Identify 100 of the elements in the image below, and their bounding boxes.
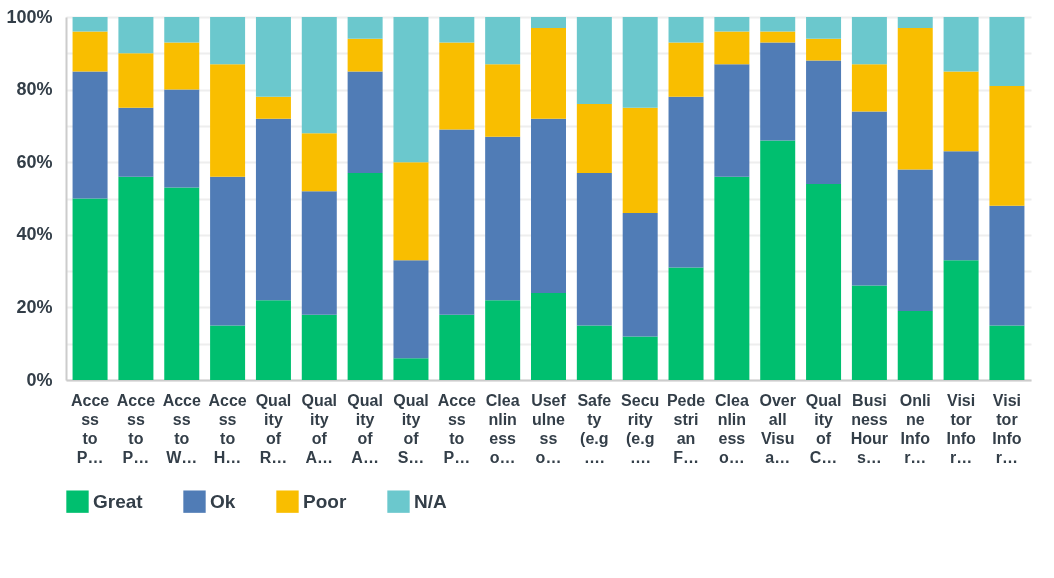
bar [118,53,154,108]
bar [989,205,1025,326]
bar [485,64,521,137]
y-tick-label: 100% [6,6,53,27]
bar [210,176,246,326]
bar [164,42,200,90]
x-tick-label: Secu rity (e.g …. [621,391,660,466]
x-tick-label: Qual ity of A… [301,391,338,466]
bar [668,96,704,268]
bar [622,17,658,108]
bar [760,140,796,380]
bar [714,176,750,380]
bar [806,60,842,184]
bar [760,17,796,32]
x-tick-label: Qual ity of A… [347,391,383,466]
bar [668,267,704,380]
y-tick-label: 20% [16,296,53,317]
legend-label: Ok [210,490,236,512]
bar [72,31,108,72]
bar [531,27,566,119]
bar [439,42,475,130]
x-tick-label: Clea nlin ess o… [485,391,520,466]
bar [393,260,429,359]
bar [301,133,337,192]
x-tick-label: Clea nlin ess o… [714,391,749,466]
bar [393,17,429,163]
bar [255,17,291,97]
bar [943,17,979,72]
x-tick-label: Over all Visu a… [759,391,796,466]
x-tick-label: Usef ulne ss o… [531,391,567,466]
x-tick-label: Acce ss to P… [116,391,156,466]
bar [897,27,933,170]
bar [439,129,475,315]
bar [301,17,337,134]
y-tick-label: 80% [16,79,53,100]
bar [531,292,566,380]
x-tick-label: Qual ity of S… [393,391,429,466]
bar [576,17,612,105]
bar [851,285,887,380]
bar [347,71,383,174]
bar [668,17,704,43]
bar [347,17,383,39]
bar [989,325,1025,380]
bar [943,151,979,261]
bar [576,173,612,326]
x-tick-label: Qual ity of R… [255,391,292,466]
bar [164,187,200,380]
bar [622,213,658,337]
bar [714,64,750,177]
y-tick-label: 60% [16,151,53,172]
bar [118,17,154,54]
bar [72,17,108,32]
y-tick-label: 0% [26,369,53,390]
x-tick-label: Safe ty (e.g …. [577,391,612,466]
bar [714,17,750,32]
bar [485,17,521,65]
x-tick-label: Qual ity of C… [805,391,842,466]
bar [897,169,933,312]
y-tick-label: 40% [16,224,53,245]
bar [255,300,291,380]
bar [301,191,337,315]
x-tick-label: Acce ss to P… [70,391,110,466]
bar [393,358,429,380]
bar [760,42,796,141]
bar [255,96,291,119]
bar [851,111,887,286]
x-tick-label: Visi tor Info r… [946,391,976,466]
bar [531,17,566,28]
bar [760,31,796,43]
bar [897,311,933,380]
x-tick-label: Visi tor Info r… [992,391,1022,466]
bar [210,64,246,177]
bar [72,71,108,199]
x-tick-label: Onli ne Info r… [899,391,931,466]
bar [851,64,887,112]
bar [439,17,475,43]
bar [576,325,612,380]
bar [439,314,475,380]
bar [118,107,154,177]
bar [255,118,291,301]
legend-label: Poor [303,490,347,512]
bar [347,38,383,72]
bar [714,31,750,65]
bar [210,325,246,380]
bar [806,38,842,61]
x-tick-label: Acce ss to H… [208,391,247,466]
bar [943,71,979,152]
bar [622,336,658,380]
bar [485,136,521,301]
legend-label: N/A [414,490,447,512]
bar [668,42,704,97]
bar [72,198,108,380]
x-tick-label: Acce ss to W… [162,391,201,466]
x-tick-label: Acce ss to P… [437,391,477,466]
x-tick-label: Busi ness Hour s… [850,391,889,466]
x-tick-label: Pede stri an F… [666,391,706,466]
bar [622,107,658,214]
bar [806,183,842,380]
bar [210,17,246,65]
bar [897,17,933,28]
